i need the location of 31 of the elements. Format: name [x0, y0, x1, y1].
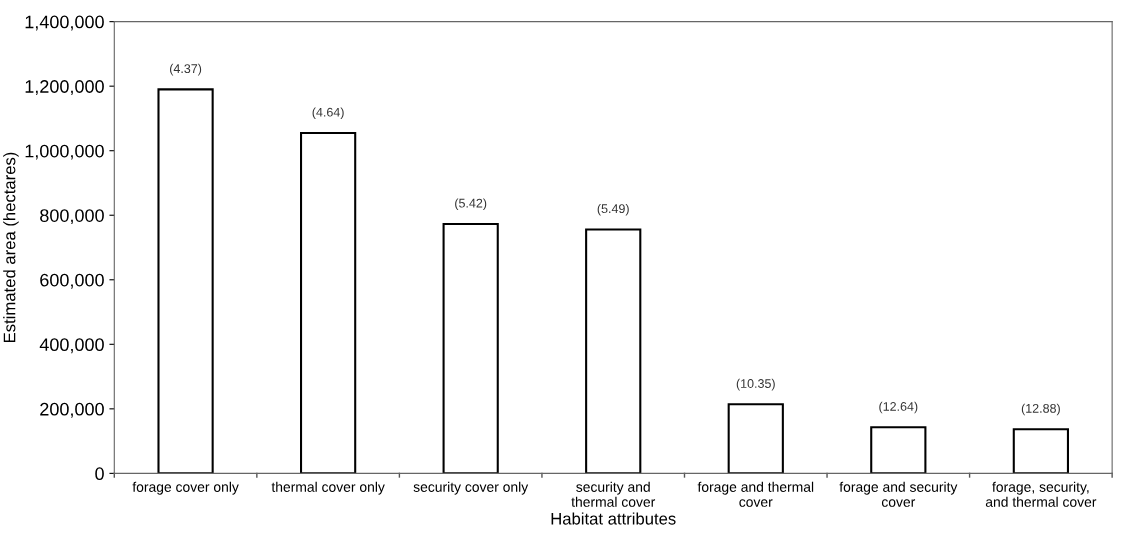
annotation: (12.64) — [879, 401, 918, 414]
annotation: (10.35) — [736, 378, 775, 391]
x-tick-label: forage and security cover — [839, 481, 958, 507]
y-tick-label: 1,400,000 — [25, 15, 104, 31]
x-tick-label: forage and thermal cover — [697, 481, 814, 507]
x-tick-label: forage, security, and thermal cover — [985, 481, 1097, 507]
annotation: (12.88) — [1021, 403, 1060, 416]
y-tick-label: 1,200,000 — [25, 80, 104, 96]
x-tick-label: security cover only — [413, 481, 529, 495]
bar — [727, 403, 784, 474]
annotation: (4.64) — [312, 107, 344, 120]
y-tick-label: 400,000 — [39, 338, 104, 354]
bar — [300, 131, 357, 474]
annotation: (5.49) — [597, 203, 629, 216]
y-tick-label: 200,000 — [40, 402, 104, 418]
y-axis-title: Estimated area (hectares) — [3, 152, 19, 343]
bar — [585, 228, 642, 474]
annotation: (4.37) — [170, 63, 202, 76]
y-tick-label: 600,000 — [40, 273, 104, 289]
x-tick-label: thermal cover only — [271, 481, 385, 495]
bar — [157, 88, 214, 474]
bar — [1012, 428, 1069, 474]
x-axis-title: Habitat attributes — [551, 512, 676, 525]
annotation: (5.42) — [455, 198, 487, 211]
y-tick-label: 0 — [95, 467, 104, 481]
bar — [442, 222, 499, 474]
x-tick-label: forage cover only — [132, 481, 239, 495]
y-tick-label: 800,000 — [40, 209, 104, 225]
y-tick-label: 1,000,000 — [25, 144, 104, 160]
x-tick-label: security and thermal cover — [571, 481, 656, 507]
bar — [870, 426, 927, 474]
